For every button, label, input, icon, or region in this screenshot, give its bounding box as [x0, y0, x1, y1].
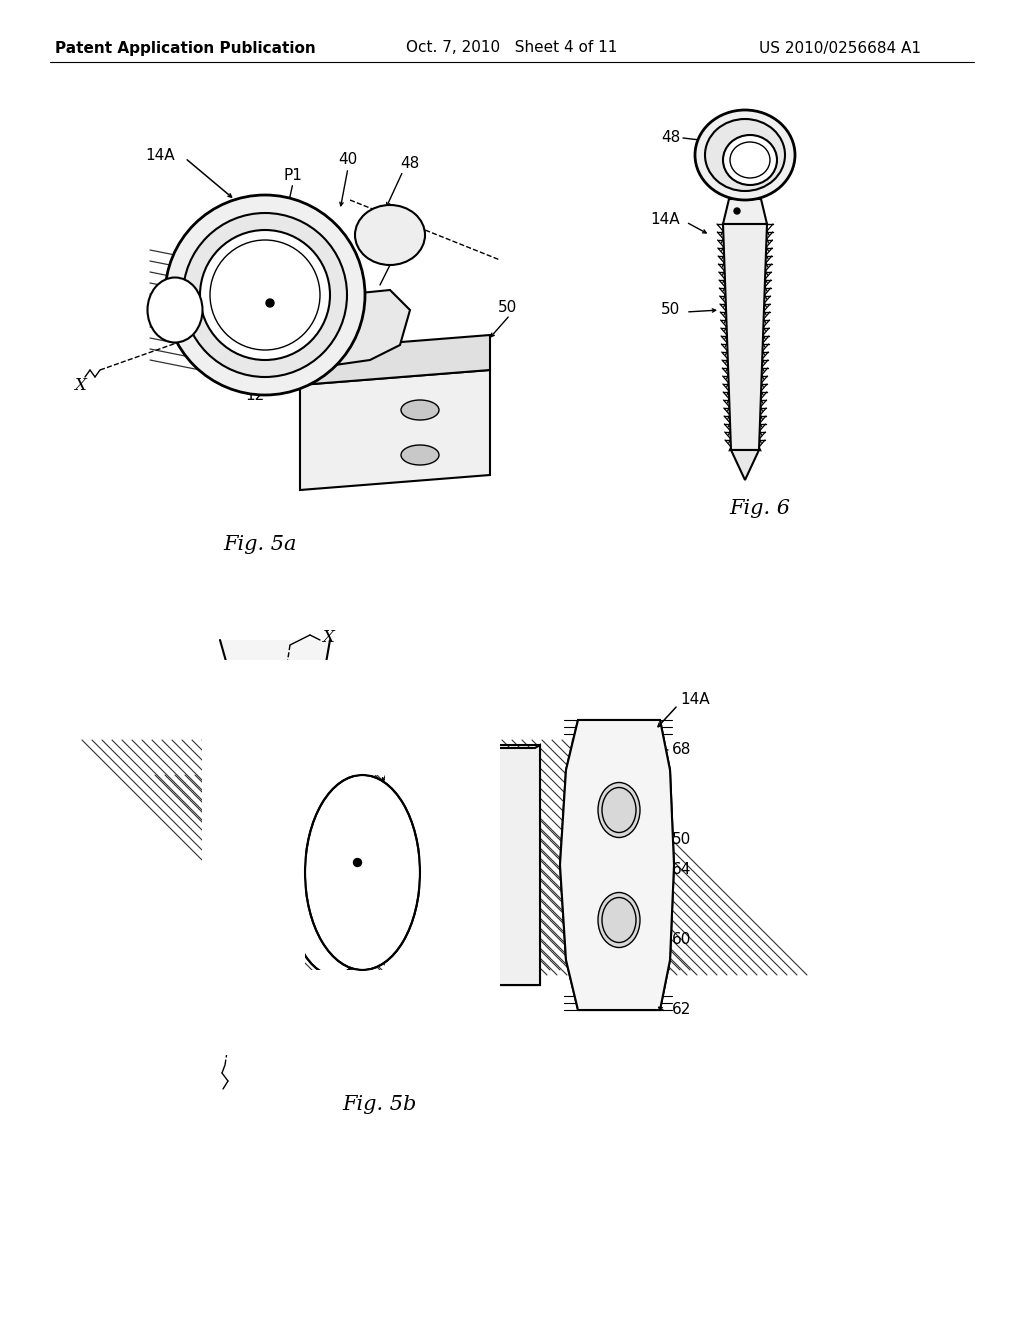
- Text: 50: 50: [660, 302, 680, 318]
- Text: Fig. 5b: Fig. 5b: [343, 1096, 417, 1114]
- Ellipse shape: [282, 741, 385, 975]
- Polygon shape: [300, 335, 490, 385]
- Text: Fig. 5a: Fig. 5a: [223, 536, 297, 554]
- Text: 40: 40: [338, 153, 357, 168]
- Text: 64: 64: [672, 862, 691, 878]
- Text: 60: 60: [435, 741, 455, 755]
- Ellipse shape: [598, 892, 640, 948]
- Ellipse shape: [598, 783, 640, 837]
- Polygon shape: [560, 719, 674, 1010]
- Text: 56: 56: [228, 777, 248, 792]
- Text: X: X: [323, 628, 334, 645]
- Text: 48: 48: [221, 833, 240, 847]
- Ellipse shape: [705, 119, 785, 191]
- Text: 14A: 14A: [680, 693, 710, 708]
- Text: 52: 52: [391, 942, 410, 957]
- Circle shape: [734, 209, 740, 214]
- Ellipse shape: [147, 277, 203, 342]
- Text: P1: P1: [284, 168, 302, 182]
- Polygon shape: [420, 766, 500, 979]
- Polygon shape: [202, 730, 282, 985]
- Polygon shape: [225, 696, 500, 775]
- Text: 50: 50: [672, 833, 691, 847]
- Polygon shape: [225, 970, 500, 1049]
- Text: 68: 68: [672, 742, 691, 758]
- Ellipse shape: [695, 110, 795, 201]
- Polygon shape: [220, 640, 330, 870]
- Polygon shape: [202, 975, 465, 1055]
- Text: 48: 48: [400, 156, 420, 170]
- Text: Ra: Ra: [281, 660, 300, 676]
- Ellipse shape: [401, 400, 439, 420]
- Text: Oct. 7, 2010   Sheet 4 of 11: Oct. 7, 2010 Sheet 4 of 11: [407, 41, 617, 55]
- Ellipse shape: [723, 135, 777, 185]
- Text: 62: 62: [672, 1002, 691, 1018]
- Ellipse shape: [401, 445, 439, 465]
- Text: Fig. 6: Fig. 6: [729, 499, 791, 517]
- Polygon shape: [731, 450, 759, 480]
- Polygon shape: [468, 744, 540, 985]
- Ellipse shape: [355, 205, 425, 265]
- Text: 58: 58: [376, 993, 395, 1007]
- Circle shape: [200, 230, 330, 360]
- Text: 50: 50: [498, 301, 517, 315]
- Circle shape: [210, 240, 319, 350]
- Text: Patent Application Publication: Patent Application Publication: [54, 41, 315, 55]
- Polygon shape: [202, 660, 465, 741]
- Text: 12: 12: [246, 388, 264, 403]
- Circle shape: [266, 300, 274, 308]
- Text: US 2010/0256684 A1: US 2010/0256684 A1: [759, 41, 921, 55]
- Ellipse shape: [730, 143, 770, 178]
- Text: 60: 60: [672, 932, 691, 948]
- Polygon shape: [385, 730, 465, 985]
- Text: X: X: [74, 376, 86, 393]
- Text: 14A: 14A: [650, 213, 680, 227]
- Circle shape: [183, 213, 347, 378]
- Polygon shape: [225, 766, 305, 979]
- Polygon shape: [300, 370, 490, 490]
- Polygon shape: [723, 224, 767, 450]
- Text: 40: 40: [211, 713, 230, 727]
- Bar: [389, 799, 461, 956]
- Circle shape: [165, 195, 365, 395]
- Circle shape: [353, 858, 361, 866]
- Text: 14A: 14A: [145, 148, 175, 162]
- Text: 48: 48: [660, 131, 680, 145]
- Polygon shape: [300, 290, 410, 370]
- Ellipse shape: [305, 775, 420, 970]
- Text: 54: 54: [395, 752, 415, 767]
- Bar: [385, 795, 465, 960]
- Text: P1: P1: [223, 942, 242, 957]
- Polygon shape: [723, 199, 767, 224]
